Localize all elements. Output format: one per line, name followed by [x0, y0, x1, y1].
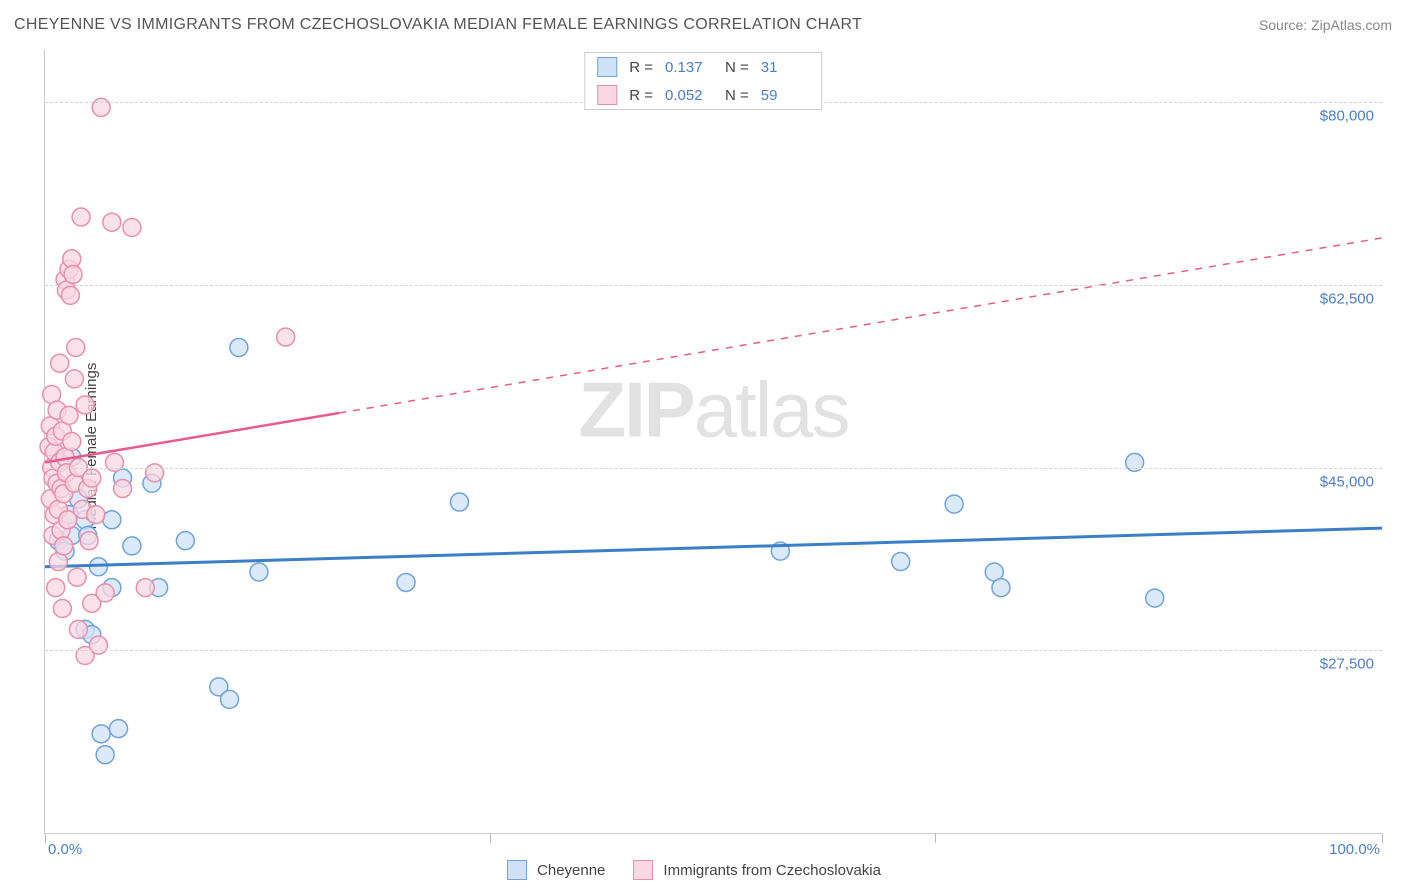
gridline — [45, 650, 1382, 651]
x-tick-mark — [490, 833, 491, 843]
data-point — [250, 563, 268, 581]
data-point — [63, 433, 81, 451]
data-point — [92, 725, 110, 743]
data-point — [277, 328, 295, 346]
n-label: N = — [725, 87, 749, 104]
gridline — [45, 285, 1382, 286]
data-point — [89, 636, 107, 654]
legend-statistics-box: R = 0.137 N = 31 R = 0.052 N = 59 — [584, 52, 822, 110]
data-point — [1126, 453, 1144, 471]
data-point — [72, 208, 90, 226]
trend-line-solid — [45, 413, 339, 462]
gridline — [45, 468, 1382, 469]
chart-plot-area: ZIPatlas $27,500$45,000$62,500$80,000 — [44, 50, 1382, 834]
y-tick-label: $62,500 — [1320, 290, 1374, 307]
chart-header: CHEYENNE VS IMMIGRANTS FROM CZECHOSLOVAK… — [0, 0, 1406, 40]
legend-stats-row: R = 0.052 N = 59 — [585, 81, 821, 109]
data-point — [55, 537, 73, 555]
data-point — [992, 579, 1010, 597]
data-point — [136, 579, 154, 597]
legend-stats-row: R = 0.137 N = 31 — [585, 53, 821, 81]
data-point — [60, 406, 78, 424]
n-label: N = — [725, 59, 749, 76]
data-point — [146, 464, 164, 482]
legend-series-row: Cheyenne Immigrants from Czechoslovakia — [507, 860, 899, 880]
trend-line-solid — [45, 528, 1382, 567]
data-point — [1146, 589, 1164, 607]
legend-swatch — [507, 860, 527, 880]
legend-swatch — [633, 860, 653, 880]
data-point — [103, 213, 121, 231]
data-point — [892, 553, 910, 571]
data-point — [945, 495, 963, 513]
n-value: 31 — [761, 59, 809, 76]
y-tick-label: $80,000 — [1320, 108, 1374, 125]
data-point — [96, 746, 114, 764]
x-tick-mark — [935, 833, 936, 843]
data-point — [123, 537, 141, 555]
trend-line-dashed — [339, 238, 1382, 413]
data-point — [176, 532, 194, 550]
data-point — [67, 339, 85, 357]
data-point — [51, 354, 69, 372]
r-value: 0.137 — [665, 59, 713, 76]
legend-swatch — [597, 57, 617, 77]
x-axis-min-label: 0.0% — [48, 841, 82, 858]
data-point — [123, 218, 141, 236]
data-point — [92, 98, 110, 116]
y-tick-label: $27,500 — [1320, 656, 1374, 673]
data-point — [106, 453, 124, 471]
data-point — [103, 511, 121, 529]
data-point — [80, 532, 98, 550]
data-point — [83, 469, 101, 487]
legend-series-label: Cheyenne — [537, 862, 605, 879]
r-label: R = — [629, 87, 653, 104]
x-tick-mark — [1382, 833, 1383, 843]
data-point — [76, 396, 94, 414]
data-point — [221, 690, 239, 708]
data-point — [110, 720, 128, 738]
y-tick-label: $45,000 — [1320, 473, 1374, 490]
data-point — [114, 479, 132, 497]
data-point — [61, 286, 79, 304]
chart-title: CHEYENNE VS IMMIGRANTS FROM CZECHOSLOVAK… — [14, 16, 862, 34]
r-label: R = — [629, 59, 653, 76]
data-point — [64, 265, 82, 283]
data-point — [65, 370, 83, 388]
x-axis-max-label: 100.0% — [1329, 841, 1380, 858]
r-value: 0.052 — [665, 87, 713, 104]
x-tick-mark — [45, 833, 46, 843]
data-point — [47, 579, 65, 597]
data-point — [87, 506, 105, 524]
legend-swatch — [597, 85, 617, 105]
data-point — [68, 568, 86, 586]
source-attribution: Source: ZipAtlas.com — [1259, 17, 1392, 33]
data-point — [53, 600, 71, 618]
data-point — [450, 493, 468, 511]
data-point — [96, 584, 114, 602]
data-point — [397, 573, 415, 591]
scatter-plot-svg — [45, 50, 1382, 833]
n-value: 59 — [761, 87, 809, 104]
data-point — [230, 339, 248, 357]
legend-series-label: Immigrants from Czechoslovakia — [663, 862, 881, 879]
data-point — [69, 620, 87, 638]
